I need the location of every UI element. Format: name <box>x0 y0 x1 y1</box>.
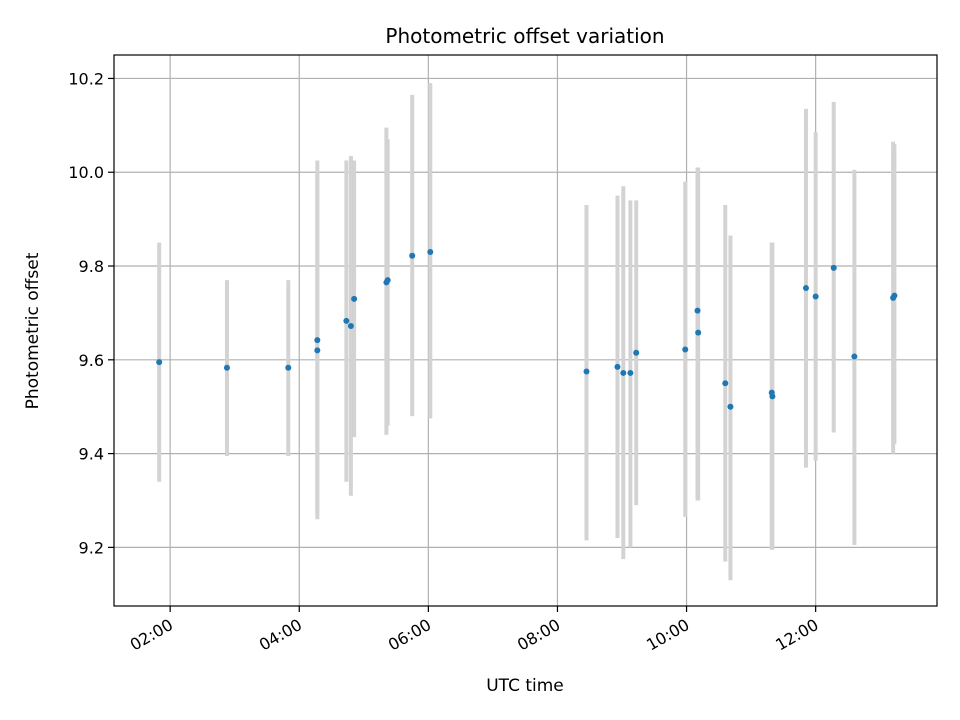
data-point <box>427 248 434 255</box>
data-point <box>851 353 858 360</box>
data-point <box>156 359 163 366</box>
data-point <box>633 349 640 356</box>
data-point <box>620 369 627 376</box>
data-point <box>727 403 734 410</box>
plot-frame <box>113 54 938 607</box>
data-point <box>769 393 776 400</box>
error-bars <box>157 83 897 581</box>
data-point <box>351 295 358 302</box>
data-point <box>830 264 837 271</box>
data-point <box>583 368 590 375</box>
x-tick-label: 08:00 <box>514 615 563 655</box>
data-point <box>384 277 391 284</box>
data-point <box>223 364 230 371</box>
y-tick-label: 9.4 <box>79 445 104 464</box>
x-tick-label: 02:00 <box>127 615 176 655</box>
grid <box>114 55 937 606</box>
y-tick-label: 9.8 <box>79 257 104 276</box>
data-point <box>722 380 729 387</box>
data-point <box>812 293 819 300</box>
x-axis-label: UTC time <box>486 676 564 696</box>
y-tick-label: 10.0 <box>68 163 104 182</box>
data-point <box>409 252 416 259</box>
y-tick-label: 9.6 <box>79 351 104 370</box>
data-point <box>695 329 702 336</box>
data-point <box>614 363 621 370</box>
x-tick-label: 06:00 <box>385 615 434 655</box>
data-point <box>285 364 292 371</box>
y-tick-label: 10.2 <box>68 69 104 88</box>
data-points <box>156 248 898 410</box>
data-point <box>682 346 689 353</box>
data-point <box>347 323 354 330</box>
x-tick-label: 04:00 <box>256 615 305 655</box>
x-axis-ticks: 02:00 04:00 06:00 08:00 10:00 12:00 <box>127 606 822 655</box>
data-point <box>314 337 321 344</box>
data-point <box>802 285 809 292</box>
data-point <box>891 292 898 299</box>
y-tick-label: 9.2 <box>79 538 104 557</box>
data-point <box>343 317 350 324</box>
y-axis-label: Photometric offset <box>23 252 43 409</box>
data-point <box>627 369 634 376</box>
data-point <box>694 307 701 314</box>
data-point <box>314 347 321 354</box>
x-tick-label: 10:00 <box>643 615 692 655</box>
x-tick-label: 12:00 <box>772 615 821 655</box>
y-axis-ticks: 9.2 9.4 9.6 9.8 10.0 10.2 <box>68 69 114 557</box>
chart-title: Photometric offset variation <box>385 24 664 48</box>
